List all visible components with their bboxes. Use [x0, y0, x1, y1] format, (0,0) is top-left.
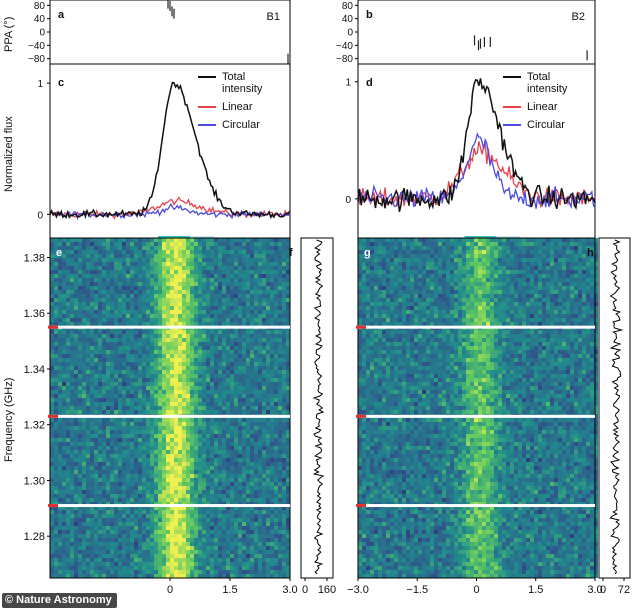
flag-marker	[48, 504, 58, 508]
ppa-axis-label: PPA (°)	[3, 17, 15, 52]
freq-ytick-label: 1.38	[24, 253, 45, 265]
time-xtick-label: −1.5	[406, 584, 428, 596]
panel-title-a: B1	[267, 11, 280, 23]
time-xtick-label: 0	[473, 584, 479, 596]
flux-ytick-label: 1	[345, 78, 351, 89]
series-circular-c	[49, 202, 291, 221]
time-xtick-label: −3.0	[347, 584, 369, 596]
series-total-d	[357, 78, 596, 212]
flagged-channel	[50, 325, 290, 329]
freq-ytick-label: 1.34	[24, 364, 45, 376]
ppa-ytick-label: 80	[342, 1, 354, 12]
spectrum-panel-f	[300, 237, 334, 579]
ppa-ytick-label: −40	[28, 41, 45, 52]
ppa-ytick-label: −80	[28, 54, 45, 65]
ppa-ytick-label: 0	[39, 28, 45, 39]
panel-label-f: f	[289, 247, 293, 259]
panel-label-d: d	[366, 77, 373, 89]
flux-ytick-label: 1	[37, 79, 43, 90]
flagged-channel	[358, 325, 595, 329]
legend-label: Linear	[222, 101, 253, 113]
series-total-c	[49, 81, 291, 220]
spectrum-xtick-label: 0	[600, 584, 606, 596]
legend-label: intensity	[222, 83, 263, 95]
freq-ytick-label: 1.30	[24, 475, 45, 487]
spectrum-panel-h	[598, 237, 631, 579]
flag-marker	[356, 414, 366, 418]
time-xtick-label: 1.5	[528, 584, 543, 596]
legend-label: intensity	[527, 83, 568, 95]
ppa-ytick-label: 40	[34, 14, 46, 25]
flag-marker	[48, 325, 58, 329]
flag-marker	[356, 325, 366, 329]
panel-label-e: e	[56, 247, 62, 259]
flagged-channel	[50, 504, 290, 508]
legend-label: Total	[527, 71, 550, 83]
flag-marker	[356, 504, 366, 508]
freq-axis-label: Frequency (GHz)	[3, 378, 15, 462]
time-xtick-label: 3.0	[282, 584, 297, 596]
credit-badge: © Nature Astronomy	[2, 593, 117, 608]
time-xtick-label: 3.0	[587, 584, 602, 596]
flux-axis-label: Normalized flux	[3, 116, 15, 192]
flux-ytick-label: 0	[345, 195, 351, 206]
legend-label: Circular	[222, 119, 260, 131]
spectrum-line-f	[312, 239, 325, 575]
panel-label-h: h	[587, 247, 594, 259]
legend-label: Total	[222, 71, 245, 83]
ppa-ytick-label: 80	[34, 1, 46, 12]
panel-label-b: b	[366, 9, 373, 21]
flag-marker	[48, 414, 58, 418]
time-xtick-label: 1.5	[222, 584, 237, 596]
flux-ytick-label: 0	[37, 210, 43, 221]
spectrum-xtick-label: 0	[302, 584, 308, 596]
ppa-ytick-label: −80	[336, 54, 353, 65]
time-xtick-label: 0	[167, 584, 173, 596]
ppa-panel-b	[357, 0, 596, 65]
flagged-channel	[358, 504, 595, 508]
panel-label-c: c	[58, 77, 64, 89]
ppa-ytick-label: −40	[336, 41, 353, 52]
ppa-ytick-label: 40	[342, 14, 354, 25]
spectrum-xtick-label: 72	[618, 584, 630, 596]
panel-label-g: g	[364, 247, 371, 259]
legend-label: Circular	[527, 119, 565, 131]
flagged-channel	[50, 414, 290, 418]
legend-label: Linear	[527, 101, 558, 113]
panel-title-b: B2	[572, 11, 585, 23]
flux-panel-d	[357, 63, 596, 239]
spectrum-xtick-label: 160	[318, 584, 336, 596]
freq-ytick-label: 1.28	[24, 531, 45, 543]
flagged-channel	[358, 414, 595, 418]
series-circular-d	[357, 132, 596, 210]
spectrum-line-h	[609, 239, 624, 575]
freq-ytick-label: 1.32	[24, 420, 45, 432]
ppa-ytick-label: 0	[347, 28, 353, 39]
panel-label-a: a	[58, 9, 65, 21]
heatmap-g	[358, 238, 598, 578]
freq-ytick-label: 1.36	[24, 308, 45, 320]
heatmap-e	[50, 238, 290, 578]
